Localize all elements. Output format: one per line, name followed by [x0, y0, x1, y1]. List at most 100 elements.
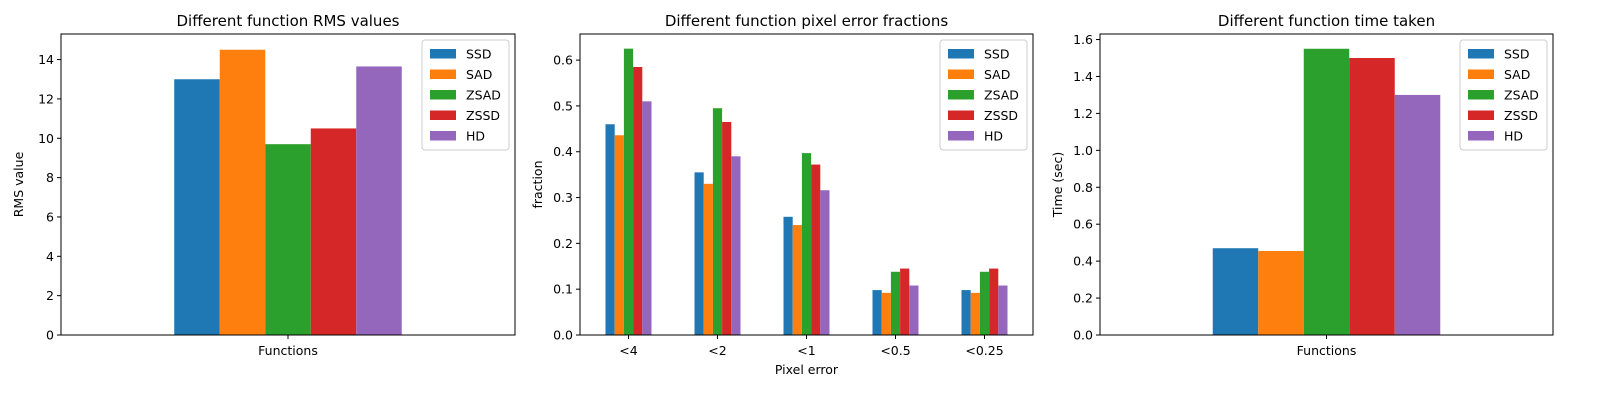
legend-label-hd: HD	[984, 129, 1003, 144]
chart-panel-1: 0 2 4 6 8 10 12 14 Functions Different function R…	[11, 12, 516, 358]
bar-zsad-4	[890, 271, 901, 335]
y-tick-label: 4	[46, 249, 54, 264]
bar-sad-5	[970, 292, 980, 335]
y-tick-label: 0.6	[553, 53, 573, 68]
legend-label-hd: HD	[466, 129, 485, 144]
bar-zssd-4	[900, 268, 910, 335]
legend-swatch-zsad	[1468, 90, 1494, 100]
bar-hd-4	[909, 285, 919, 335]
chart-panel-3: 0.0 0.2 0.4 0.6 0.8 1.0 1.2 1.4 1.6 Functions Diff…	[1050, 12, 1554, 358]
legend-swatch-sad	[430, 69, 456, 79]
legend-label-zsad: ZSAD	[1504, 88, 1539, 103]
bar-ssd-3	[783, 216, 793, 335]
bar-hd-2	[731, 156, 741, 335]
bar-sad-1	[614, 135, 624, 335]
bar-ssd-1	[605, 124, 615, 335]
legend-label-hd: HD	[1504, 129, 1523, 144]
legend-swatch-zsad	[430, 90, 456, 100]
y-tick-label: 0.8	[1073, 180, 1093, 195]
legend-label-zsad: ZSAD	[984, 88, 1019, 103]
legend-label-zssd: ZSSD	[984, 108, 1018, 123]
legend-label-sad: SAD	[1504, 67, 1530, 82]
bar-zssd-5	[989, 268, 999, 335]
y-tick-label: 0	[46, 328, 54, 343]
bar-hd-1	[642, 101, 652, 335]
y-tick-label: 1.6	[1073, 32, 1093, 47]
legend-swatch-ssd	[948, 49, 974, 59]
y-tick-label: 1.0	[1073, 143, 1093, 158]
bar-hd-5	[998, 285, 1008, 335]
x-tick-label: <0.5	[880, 343, 910, 358]
y-tick-label: 0.2	[1073, 291, 1093, 306]
bar-sad-4	[881, 292, 891, 335]
chart-title: Different function pixel error fractions	[665, 12, 949, 30]
y-tick-label: 0.0	[1073, 328, 1093, 343]
y-tick-label: 0.6	[1073, 217, 1093, 232]
legend-label-ssd: SSD	[1504, 47, 1530, 62]
y-tick-label: 0.0	[553, 328, 573, 343]
legend-swatch-hd	[430, 131, 456, 141]
legend-swatch-zssd	[948, 110, 974, 120]
legend-swatch-zssd	[1468, 110, 1494, 120]
bar-zsad-1	[623, 48, 634, 335]
bar-hd-1	[1394, 94, 1441, 335]
bar-zssd-3	[811, 164, 821, 335]
x-axis-label: Pixel error	[775, 362, 839, 377]
y-tick-label: 8	[46, 170, 54, 185]
legend-box	[1459, 39, 1548, 151]
legend-swatch-hd	[1468, 131, 1494, 141]
y-tick-label: 0.1	[553, 282, 573, 297]
legend-swatch-zsad	[948, 90, 974, 100]
y-tick-label: 1.4	[1073, 69, 1093, 84]
y-tick-label: 2	[46, 288, 54, 303]
bar-zsad-1	[1303, 48, 1350, 336]
x-tick-label: <2	[708, 343, 726, 358]
y-tick-label: 0.2	[553, 236, 573, 251]
legend-label-zssd: ZSSD	[466, 108, 500, 123]
legend-label-zsad: ZSAD	[466, 88, 501, 103]
bar-zssd-1	[1349, 58, 1395, 335]
bar-ssd-5	[961, 290, 971, 335]
bar-ssd-4	[872, 290, 882, 335]
bar-hd-1	[356, 66, 402, 336]
y-tick-label: 0.4	[1073, 254, 1093, 269]
y-tick-label: 0.4	[553, 144, 573, 159]
legend-label-sad: SAD	[984, 67, 1010, 82]
bar-zssd-2	[722, 121, 732, 336]
bar-ssd-1	[1212, 248, 1259, 335]
bar-zsad-3	[801, 153, 812, 335]
chart-panel-2: 0.0 0.1 0.2 0.3 0.4 0.5 0.6 <4 <2 <1 <0.5 <0.25 Diff…	[530, 12, 1034, 377]
bar-zsad-2	[712, 108, 723, 335]
x-tick-label: <0.25	[965, 343, 1003, 358]
x-tick-label: Functions	[1297, 343, 1357, 358]
legend-label-zssd: ZSSD	[1504, 108, 1538, 123]
bar-hd-3	[820, 190, 830, 335]
y-axis-label: RMS value	[11, 151, 26, 217]
legend-label-ssd: SSD	[984, 47, 1010, 62]
y-tick-label: 10	[38, 131, 54, 146]
bar-zssd-1	[310, 128, 357, 335]
bar-zsad-1	[265, 144, 311, 335]
legend-swatch-ssd	[430, 49, 456, 59]
y-axis-label: fraction	[530, 160, 545, 208]
y-tick-label: 0.3	[553, 190, 573, 205]
bar-ssd-1	[174, 79, 220, 335]
legend-box	[939, 39, 1028, 151]
x-tick-label: <4	[619, 343, 637, 358]
x-tick-label: Functions	[258, 343, 318, 358]
y-tick-label: 6	[46, 209, 54, 224]
y-tick-label: 12	[38, 91, 54, 106]
y-tick-label: 14	[38, 52, 54, 67]
legend-swatch-sad	[948, 69, 974, 79]
legend-label-ssd: SSD	[466, 47, 492, 62]
y-tick-label: 0.5	[553, 98, 573, 113]
chart-title: Different function time taken	[1218, 12, 1435, 30]
legend-swatch-ssd	[1468, 49, 1494, 59]
y-tick-label: 1.2	[1073, 106, 1093, 121]
bar-zssd-1	[633, 66, 643, 336]
chart-title: Different function RMS values	[177, 12, 400, 30]
legend-swatch-hd	[948, 131, 974, 141]
y-axis-label: Time (sec)	[1050, 152, 1065, 218]
